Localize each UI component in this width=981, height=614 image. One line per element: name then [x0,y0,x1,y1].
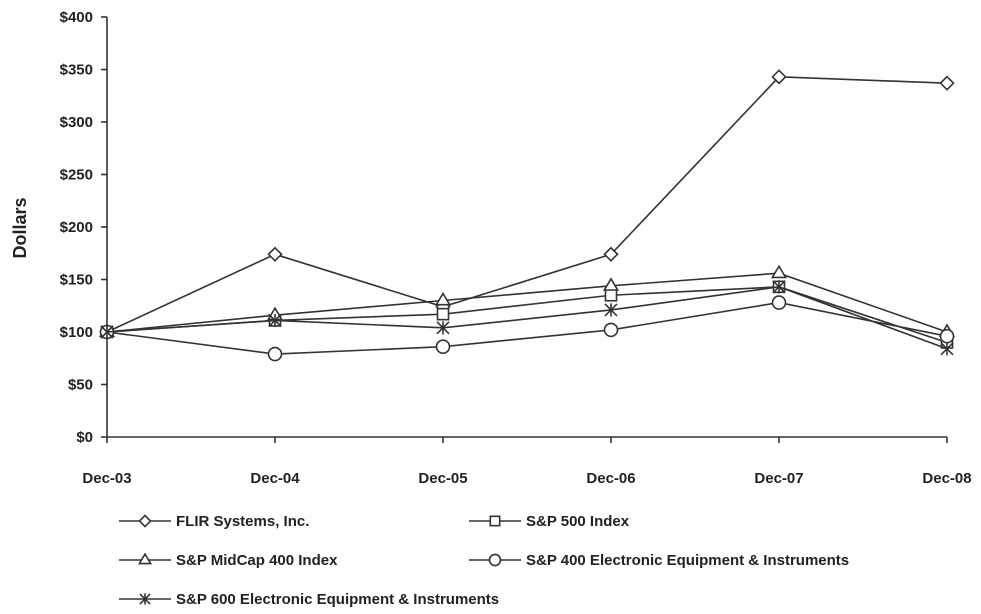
circle-marker [267,346,283,362]
series-circle [99,295,955,362]
legend-item: S&P 400 Electronic Equipment & Instrumen… [469,552,849,569]
diamond-marker [939,75,955,91]
y-tick-label: $400 [60,9,93,26]
star-marker [940,342,954,356]
legend-label: S&P 500 Index [526,513,630,530]
diamond-marker [138,514,152,528]
circle-marker [771,295,787,310]
triangle-marker [137,552,153,565]
legend-label: S&P MidCap 400 Index [176,552,338,569]
y-tick-label: $350 [60,62,93,79]
star-marker [604,303,618,317]
triangle-marker [770,264,788,279]
star-marker [772,280,786,294]
series-line [106,286,948,344]
square-marker [489,515,501,527]
star-marker [268,313,282,328]
square-marker [604,288,618,302]
diamond-marker [267,246,283,262]
axes: $0 $50 $100 $150 $200 $250 $300 $350 $400 Dec-03 D… [60,9,972,487]
series-diamond [99,69,955,340]
y-tick-label: $0 [76,429,93,446]
x-tick-label: Dec-08 [922,470,971,487]
circle-marker [603,322,619,338]
triangle-marker [434,291,452,306]
series-star [100,280,954,356]
y-tick-label: $250 [60,167,93,184]
series-line [106,301,948,355]
star-marker [436,321,450,335]
y-tick-label: $150 [60,272,93,289]
circle-marker [488,553,502,567]
star-marker [139,593,151,605]
series-layer [98,69,956,362]
series-line [106,286,948,350]
legend-item: FLIR Systems, Inc. [119,513,309,530]
legend-label: S&P 400 Electronic Equipment & Instrumen… [526,552,849,569]
star-marker [100,325,114,339]
legend-label: FLIR Systems, Inc. [176,513,309,530]
diamond-marker [771,69,787,85]
diamond-marker [603,246,619,262]
x-tick-label: Dec-06 [586,470,635,487]
legend-item: S&P 500 Index [469,513,630,530]
square-marker [436,307,450,321]
legend-item: S&P 600 Electronic Equipment & Instrumen… [119,591,499,608]
y-tick-label: $300 [60,114,93,131]
legend-item: S&P MidCap 400 Index [119,552,338,569]
y-tick-label: $50 [68,377,93,394]
series-line [106,76,948,333]
legend-label: S&P 600 Electronic Equipment & Instrumen… [176,591,499,608]
x-tick-label: Dec-05 [418,470,467,487]
series-line [106,272,948,333]
x-tick-label: Dec-03 [82,470,131,487]
y-tick-label: $200 [60,219,93,236]
circle-marker [939,328,955,344]
legend: FLIR Systems, Inc. S&P 500 Index S&P MidCa… [119,513,849,608]
x-tick-label: Dec-04 [250,470,300,487]
y-axis-title: Dollars [10,197,30,258]
x-tick-label: Dec-07 [754,470,803,487]
y-tick-label: $100 [60,324,93,341]
triangle-marker [602,277,620,291]
circle-marker [435,339,451,355]
